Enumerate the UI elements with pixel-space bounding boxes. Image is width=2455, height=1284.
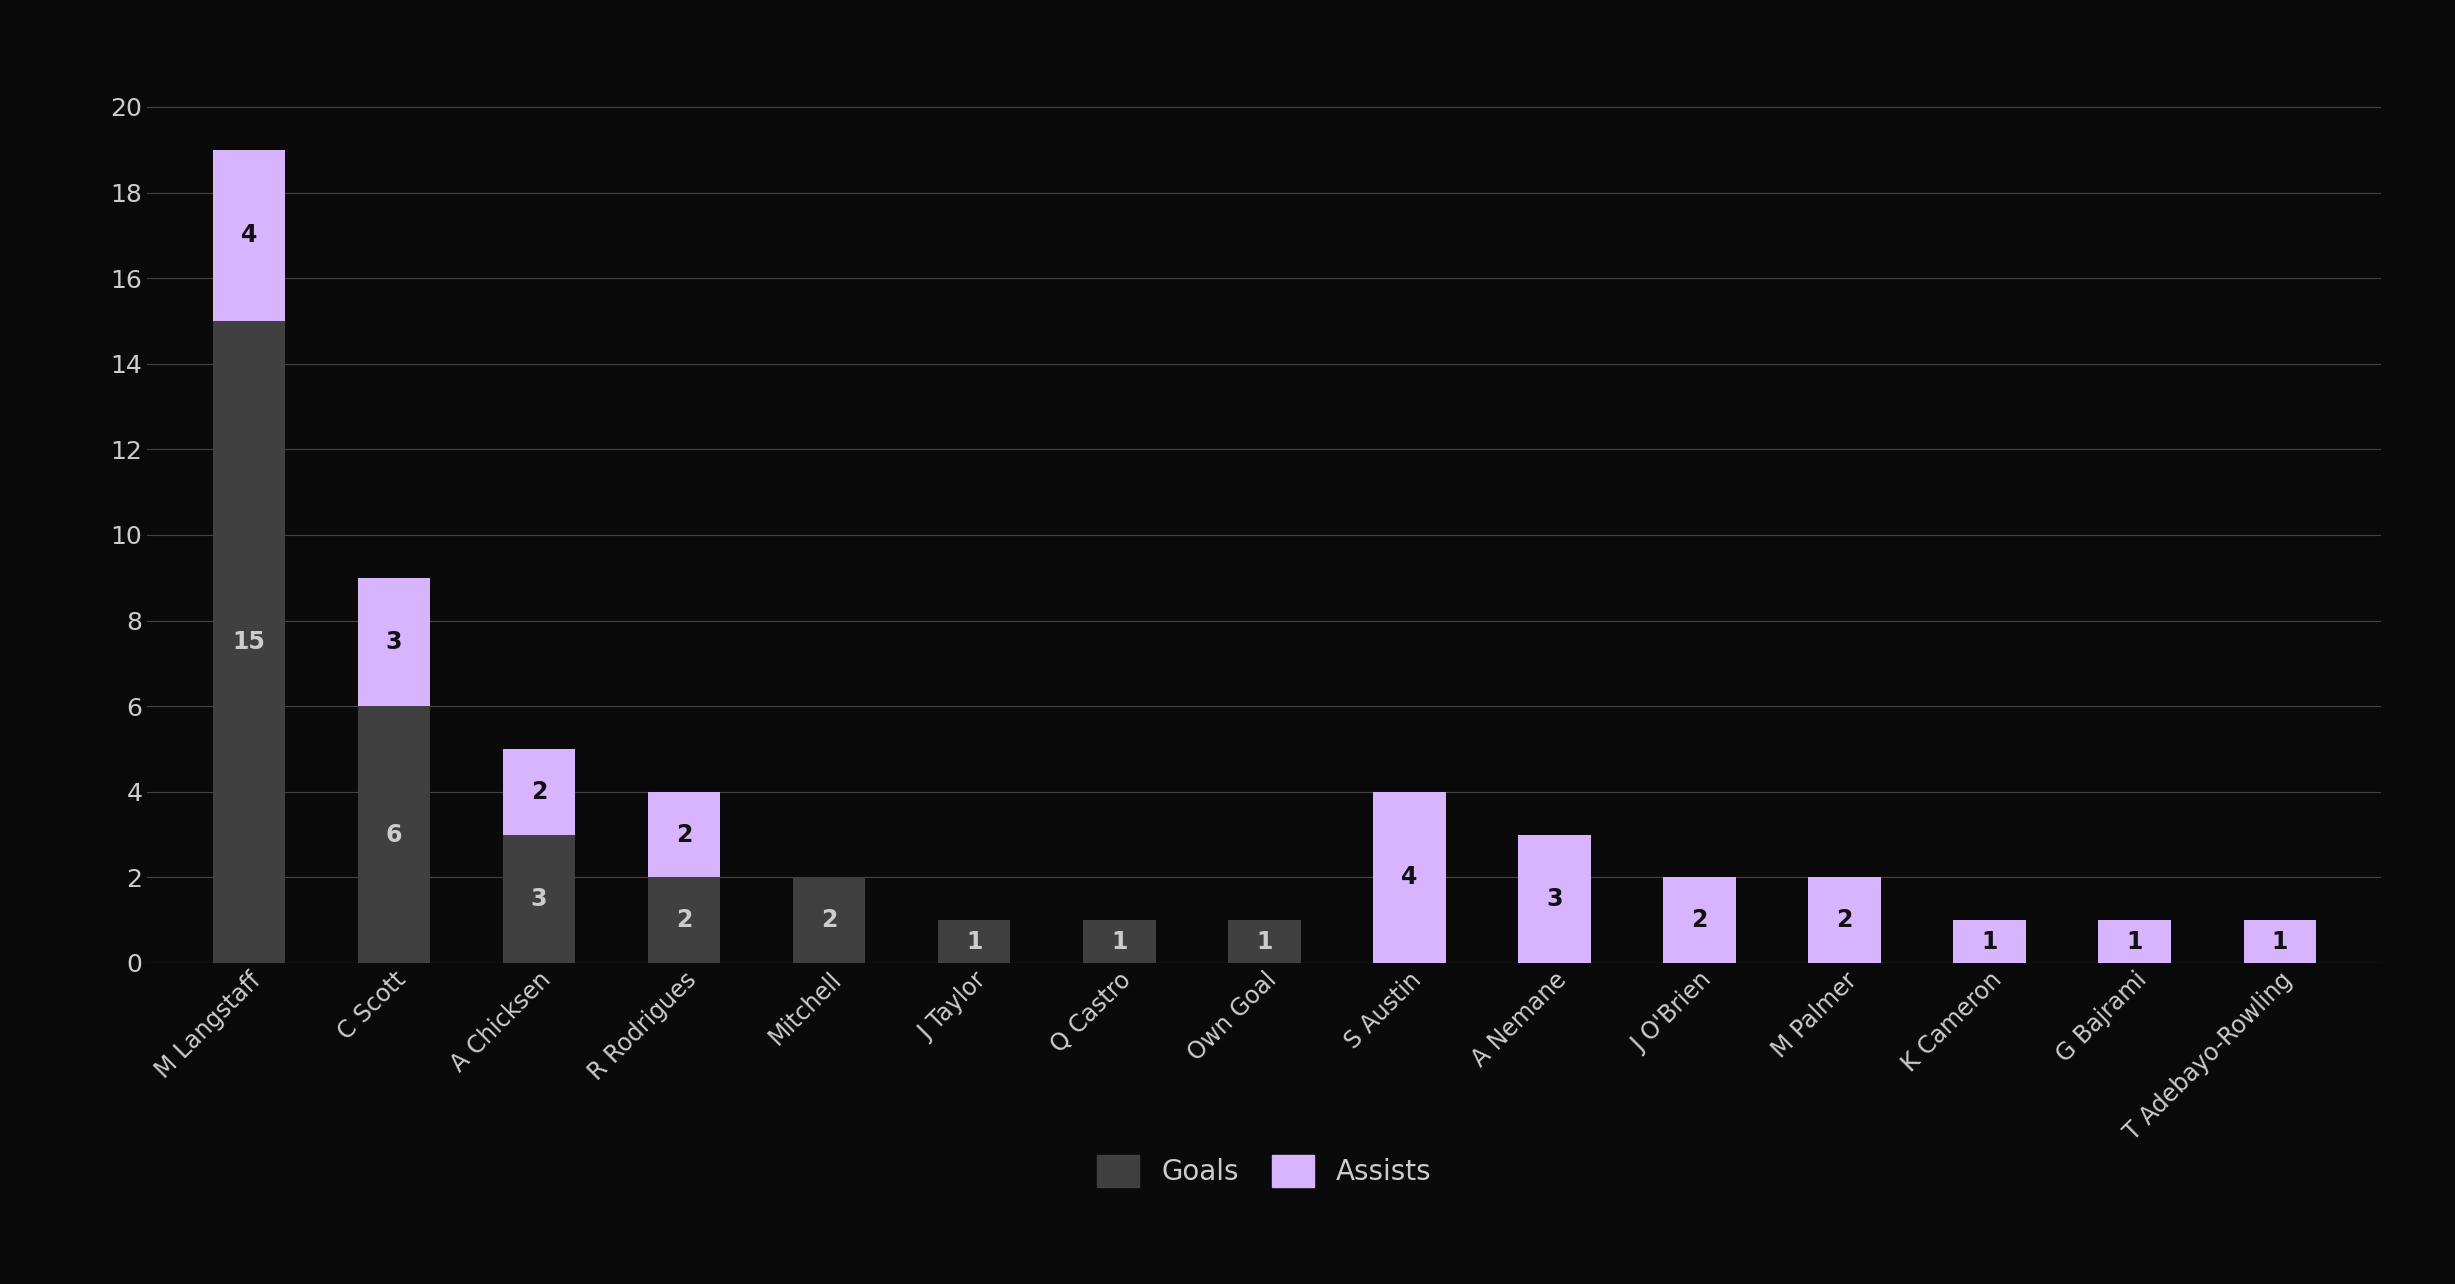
Bar [1372,792,1446,963]
Text: 3: 3 [385,630,403,654]
Text: 1: 1 [1257,930,1272,954]
Text: 1: 1 [965,930,982,954]
Bar [648,877,719,963]
Bar [214,150,285,321]
Text: 2: 2 [675,823,692,846]
Text: 1: 1 [2126,930,2143,954]
Text: 2: 2 [820,908,837,932]
Text: 15: 15 [233,630,265,654]
Bar [1517,835,1591,963]
Bar [648,792,719,877]
Text: 2: 2 [675,908,692,932]
Text: 4: 4 [1402,865,1417,890]
Bar [503,835,574,963]
Bar [938,921,1011,963]
Bar [1809,877,1881,963]
Bar [793,877,864,963]
Bar [503,749,574,835]
Bar [1664,877,1736,963]
Text: 3: 3 [530,887,547,910]
Bar [358,706,430,963]
Text: 3: 3 [1547,887,1564,910]
Bar [358,578,430,706]
Bar [1083,921,1156,963]
Legend: Goals, Assists: Goals, Assists [1083,1141,1446,1201]
Text: 2: 2 [530,779,547,804]
Bar [1228,921,1301,963]
Text: 1: 1 [1981,930,1998,954]
Bar [2244,921,2315,963]
Text: 4: 4 [241,223,258,248]
Text: 2: 2 [1691,908,1709,932]
Bar [1954,921,2025,963]
Text: 1: 1 [2271,930,2288,954]
Text: 1: 1 [1112,930,1127,954]
Text: 2: 2 [1836,908,1854,932]
Bar [214,321,285,963]
Bar [2099,921,2170,963]
Text: 6: 6 [385,823,403,846]
